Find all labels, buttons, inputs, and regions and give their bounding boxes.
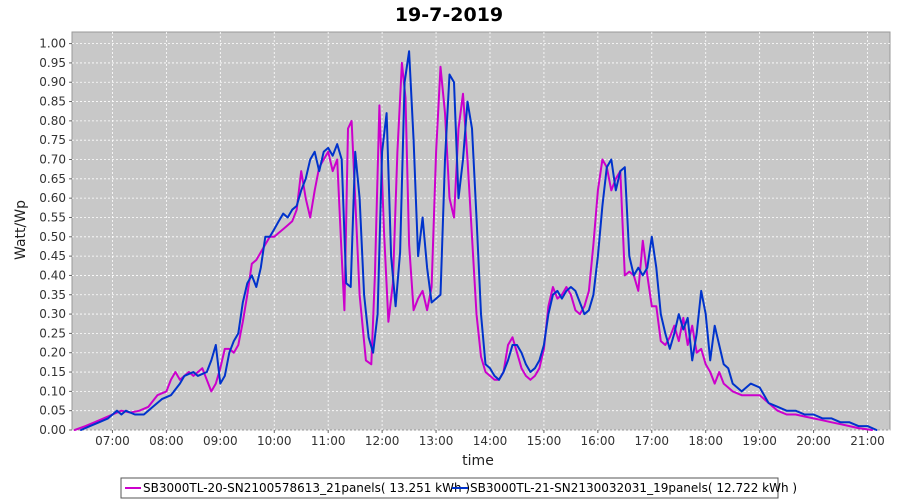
legend-box bbox=[120, 477, 779, 499]
y-tick-label: 0.75 bbox=[39, 133, 66, 147]
y-tick-label: 0.95 bbox=[39, 56, 66, 70]
y-tick-label: 0.20 bbox=[39, 346, 66, 360]
x-tick-label: 16:00 bbox=[581, 434, 616, 448]
legend-label-series-1: SB3000TL-20-SN2100578613_21panels( 13.25… bbox=[143, 481, 470, 495]
y-tick-label: 0.10 bbox=[39, 384, 66, 398]
x-tick-label: 09:00 bbox=[203, 434, 238, 448]
y-tick-label: 0.00 bbox=[39, 423, 66, 437]
y-tick-label: 0.30 bbox=[39, 307, 66, 321]
y-tick-label: 0.70 bbox=[39, 153, 66, 167]
y-tick-label: 0.60 bbox=[39, 191, 66, 205]
x-axis-label: time bbox=[462, 453, 494, 469]
x-tick-label: 10:00 bbox=[257, 434, 292, 448]
y-axis: 0.00 0.05 0.10 0.15 0.20 0.25 0.30 0.35 0.40 0.45… bbox=[39, 37, 72, 437]
y-tick-label: 0.05 bbox=[39, 404, 66, 418]
chart-title: 19-7-2019 bbox=[395, 4, 503, 26]
x-axis: 07:00 08:00 09:00 10:00 11:00 12:00 13:00 14:00… bbox=[95, 430, 885, 448]
x-tick-label: 12:00 bbox=[365, 434, 400, 448]
plot-area bbox=[71, 31, 891, 431]
x-tick-label: 13:00 bbox=[419, 434, 454, 448]
x-tick-label: 19:00 bbox=[742, 434, 777, 448]
x-tick-label: 17:00 bbox=[634, 434, 669, 448]
x-tick-label: 14:00 bbox=[473, 434, 508, 448]
series-line-2 bbox=[80, 50, 878, 431]
x-tick-label: 18:00 bbox=[688, 434, 723, 448]
y-tick-label: 0.45 bbox=[39, 249, 66, 263]
grid bbox=[72, 32, 890, 431]
y-tick-label: 1.00 bbox=[39, 37, 66, 51]
y-tick-label: 0.25 bbox=[39, 326, 66, 340]
x-tick-label: 11:00 bbox=[311, 434, 346, 448]
x-tick-label: 08:00 bbox=[149, 434, 184, 448]
y-tick-label: 0.15 bbox=[39, 365, 66, 379]
series-group bbox=[73, 50, 878, 431]
legend-label-series-2: SB3000TL-21-SN2130032031_19panels( 12.72… bbox=[470, 481, 797, 495]
y-tick-label: 0.40 bbox=[39, 268, 66, 282]
x-tick-label: 07:00 bbox=[95, 434, 130, 448]
legend: SB3000TL-20-SN2100578613_21panels( 13.25… bbox=[120, 477, 797, 499]
x-tick-label: 15:00 bbox=[527, 434, 562, 448]
y-tick-label: 0.50 bbox=[39, 230, 66, 244]
y-tick-label: 0.35 bbox=[39, 288, 66, 302]
y-tick-label: 0.55 bbox=[39, 210, 66, 224]
y-tick-label: 0.90 bbox=[39, 75, 66, 89]
x-tick-label: 21:00 bbox=[850, 434, 885, 448]
x-tick-label: 20:00 bbox=[796, 434, 831, 448]
y-axis-label: Watt/Wp bbox=[13, 200, 29, 260]
y-tick-label: 0.85 bbox=[39, 95, 66, 109]
y-tick-label: 0.65 bbox=[39, 172, 66, 186]
y-tick-label: 0.80 bbox=[39, 114, 66, 128]
series-line-1 bbox=[73, 61, 873, 431]
